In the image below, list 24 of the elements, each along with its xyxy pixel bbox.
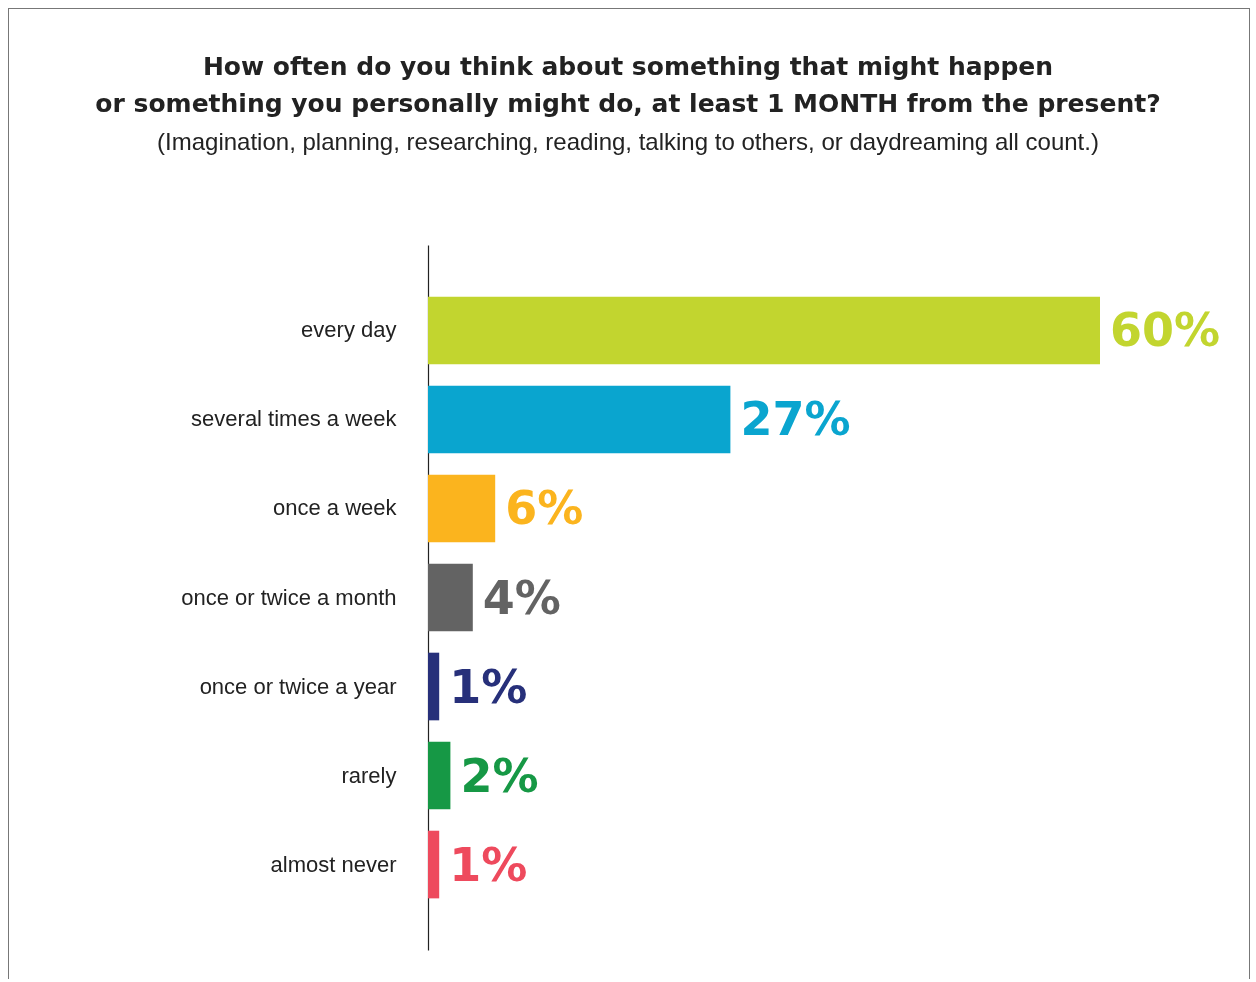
chart-subtitle: (Imagination, planning, researching, reading, talking to others, or daydreaming all count.)	[157, 128, 1099, 155]
y-tick-label: several times a week	[191, 406, 398, 432]
data-label: 2%	[460, 748, 539, 803]
bar	[428, 474, 496, 543]
bar	[428, 296, 1100, 365]
data-label: 6%	[505, 481, 584, 536]
text: How often do you think about something that might happen	[202, 52, 1054, 81]
data-label: 1%	[449, 659, 528, 714]
text: or something you personally might do, at least 1 MONTH from the present?	[95, 89, 1161, 118]
y-tick-label: every day	[301, 317, 397, 343]
bar	[428, 741, 451, 810]
y-tick-label: rarely	[341, 762, 397, 788]
y-tick-label: once or twice a year	[199, 673, 397, 699]
y-tick-label: once or twice a month	[181, 584, 397, 610]
bar	[428, 563, 473, 632]
data-label: 60%	[1110, 303, 1221, 358]
y-tick-label: once a week	[272, 495, 398, 521]
bar	[428, 652, 440, 721]
data-label: 27%	[740, 392, 851, 447]
bar	[428, 830, 440, 899]
bar	[428, 385, 731, 454]
data-label: 4%	[482, 570, 561, 625]
data-label: 1%	[449, 837, 528, 892]
y-tick-label: almost never	[270, 851, 397, 877]
